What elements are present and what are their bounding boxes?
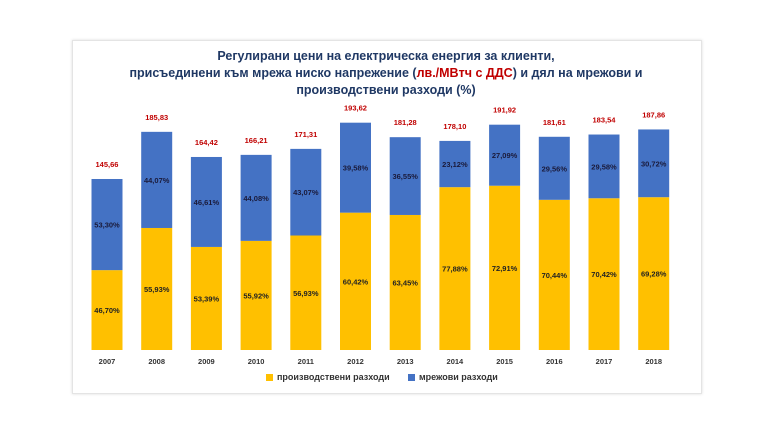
total-label: 191,92 [493, 106, 516, 115]
data-label-production: 72,91% [492, 264, 518, 273]
title-line-2: присъединени към мрежа ниско напрежение … [72, 65, 700, 82]
bar-production [240, 240, 272, 350]
data-label-network: 46,61% [194, 198, 220, 207]
x-tick-label: 2017 [596, 357, 613, 366]
bar-production [91, 270, 123, 350]
bar-network [489, 124, 521, 186]
data-label-network: 23,12% [442, 160, 468, 169]
data-label-network: 53,30% [94, 221, 120, 230]
total-label: 181,61 [543, 118, 566, 127]
data-label-production: 46,70% [94, 306, 120, 315]
bar-network [190, 156, 222, 247]
data-label-production: 70,42% [591, 270, 617, 279]
total-label: 193,62 [344, 104, 367, 113]
total-label: 178,10 [443, 122, 466, 131]
bar-production [141, 227, 173, 350]
data-label-network: 29,56% [542, 164, 568, 173]
chart-title: Регулирани цени на електрическа енергия … [72, 48, 700, 99]
legend-item-network: мрежови разходи [408, 372, 498, 382]
bar-production [638, 197, 670, 350]
data-label-production: 55,92% [243, 291, 269, 300]
data-label-network: 39,58% [343, 164, 369, 173]
x-tick-label: 2011 [298, 357, 314, 366]
bar-production [290, 235, 322, 350]
data-label-network: 43,07% [293, 188, 319, 197]
data-label-production: 63,45% [392, 278, 418, 287]
data-label-production: 70,44% [542, 271, 568, 280]
data-label-network: 29,58% [591, 162, 617, 171]
legend-item-production: производствени разходи [266, 372, 390, 382]
total-label: 166,21 [245, 136, 268, 145]
bar-network [588, 134, 620, 199]
bar-network [240, 154, 272, 241]
x-tick-label: 2009 [198, 357, 215, 366]
data-label-network: 36,55% [392, 172, 418, 181]
legend-swatch [408, 373, 415, 381]
x-tick-label: 2013 [397, 357, 414, 366]
data-label-network: 30,72% [641, 159, 667, 168]
data-label-production: 53,39% [194, 294, 220, 303]
total-label: 145,66 [96, 160, 119, 169]
total-label: 187,86 [642, 110, 665, 119]
bar-network [638, 129, 670, 198]
bar-production [439, 187, 471, 350]
legend-label: мрежови разходи [419, 372, 498, 382]
bar-production [489, 185, 521, 350]
title-unit: лв./MBтч с ДДС [416, 66, 513, 80]
title-part: присъединени към мрежа ниско напрежение … [129, 66, 417, 80]
bar-production [190, 246, 222, 350]
x-tick-label: 2012 [347, 357, 364, 366]
title-line-3: производствени разходи (%) [296, 83, 476, 97]
bar-network [439, 140, 471, 188]
data-label-network: 27,09% [492, 151, 518, 160]
data-label-production: 56,93% [293, 289, 319, 298]
bar-production [538, 199, 570, 350]
data-label-network: 44,07% [144, 176, 170, 185]
x-tick-label: 2015 [496, 357, 513, 366]
x-tick-label: 2014 [447, 357, 465, 366]
bar-production [340, 212, 371, 350]
title-line-1: Регулирани цени на електрическа енергия … [217, 49, 555, 63]
x-tick-label: 2018 [645, 357, 662, 366]
total-label: 181,28 [394, 118, 417, 127]
legend-label: производствени разходи [277, 372, 390, 382]
bar-network [290, 148, 322, 236]
data-label-production: 77,88% [442, 265, 468, 274]
bar-network [141, 131, 173, 228]
data-label-network: 44,08% [243, 194, 269, 203]
title-part: ) и дял на мрежови и [512, 66, 643, 80]
total-label: 164,42 [195, 138, 218, 147]
total-label: 185,83 [145, 113, 168, 122]
bar-production [389, 214, 421, 350]
bar-network [91, 178, 123, 271]
legend-swatch [266, 373, 273, 381]
data-label-production: 60,42% [343, 277, 369, 286]
total-label: 171,31 [294, 130, 317, 139]
x-tick-label: 2007 [99, 357, 116, 366]
data-label-production: 55,93% [144, 285, 170, 294]
bar-network [389, 137, 421, 215]
bar-network [340, 122, 371, 213]
x-tick-label: 2010 [248, 357, 265, 366]
total-label: 183,54 [593, 116, 617, 125]
data-label-production: 69,28% [641, 270, 667, 279]
bar-production [588, 198, 620, 350]
x-tick-label: 2008 [148, 357, 165, 366]
x-tick-label: 2016 [546, 357, 563, 366]
bar-network [538, 136, 570, 200]
